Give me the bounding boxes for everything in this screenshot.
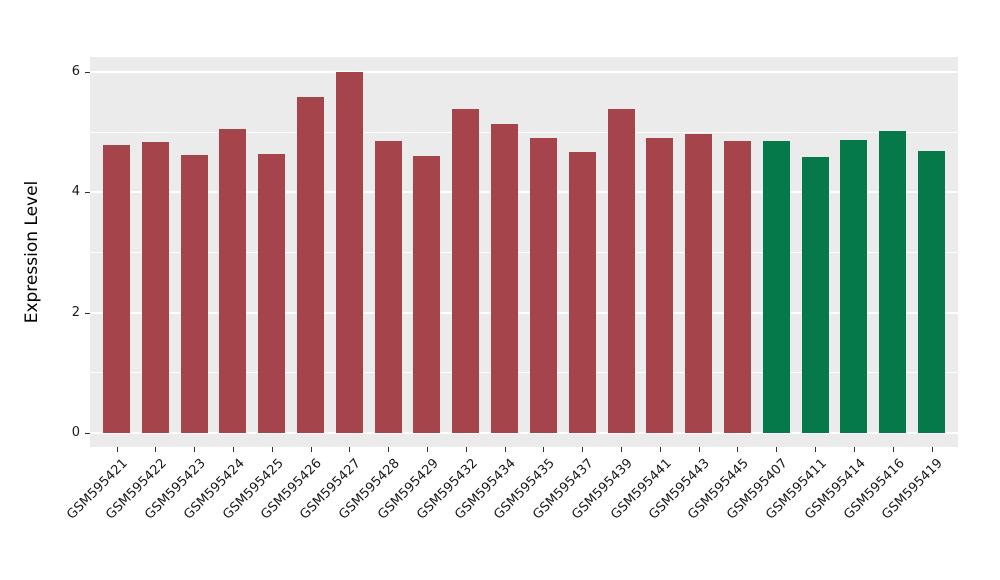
y-tick-mark-6	[85, 71, 90, 73]
gridline-y-2	[90, 311, 958, 314]
x-tick-mark-GSM595423	[194, 447, 196, 452]
x-tick-mark-GSM595428	[388, 447, 390, 452]
x-tick-mark-GSM595424	[232, 447, 234, 452]
bar-GSM595416	[879, 130, 907, 433]
y-axis-title: Expression Level	[22, 180, 42, 324]
bar-GSM595423	[180, 155, 208, 433]
y-tick-mark-0	[85, 433, 90, 434]
y-tick-label-4: 4	[71, 184, 80, 200]
bar-GSM595421	[103, 144, 130, 433]
bar-GSM595419	[918, 150, 945, 433]
bar-GSM595422	[141, 141, 169, 433]
x-tick-mark-GSM595427	[349, 447, 351, 452]
x-tick-mark-GSM595411	[815, 447, 817, 452]
gridline-y-4	[90, 191, 958, 194]
gridline-y-0	[90, 432, 958, 434]
x-tick-mark-GSM595429	[426, 447, 428, 452]
bar-GSM595443	[685, 133, 713, 433]
bar-GSM595426	[297, 97, 325, 433]
y-tick-label-6: 6	[71, 63, 80, 79]
gridline-y-6	[90, 70, 958, 73]
bar-GSM595441	[646, 138, 674, 433]
y-tick-label-0: 0	[71, 425, 80, 440]
x-tick-mark-GSM595422	[155, 447, 157, 452]
bar-GSM595439	[607, 109, 635, 433]
y-tick-mark-4	[85, 192, 90, 194]
x-tick-mark-GSM595435	[543, 447, 545, 452]
x-tick-mark-GSM595445	[737, 447, 739, 452]
plot-panel	[90, 57, 958, 447]
y-tick-label-2: 2	[71, 304, 80, 320]
bar-GSM595427	[335, 71, 363, 433]
bar-GSM595429	[413, 156, 441, 433]
x-tick-mark-GSM595434	[504, 447, 506, 452]
bar-GSM595435	[529, 138, 557, 433]
x-tick-mark-GSM595419	[931, 447, 933, 452]
bar-GSM595411	[801, 156, 829, 433]
y-tick-mark-2	[85, 312, 90, 314]
bar-GSM595425	[258, 153, 286, 433]
bar-GSM595445	[723, 141, 751, 433]
gridline-y-1	[90, 372, 958, 374]
bar-GSM595428	[374, 141, 402, 433]
gridline-y-3	[90, 252, 958, 253]
x-tick-mark-GSM595414	[853, 447, 855, 452]
x-tick-mark-GSM595425	[271, 447, 273, 452]
x-tick-mark-GSM595443	[698, 447, 700, 452]
x-tick-mark-GSM595432	[465, 447, 467, 452]
gridline-y-5	[90, 131, 958, 133]
x-tick-mark-GSM595426	[310, 447, 312, 452]
bar-GSM595414	[840, 139, 868, 433]
x-tick-mark-GSM595441	[659, 447, 661, 452]
x-tick-mark-GSM595421	[116, 447, 118, 452]
x-tick-mark-GSM595439	[621, 447, 623, 452]
x-tick-mark-GSM595407	[776, 447, 778, 452]
x-tick-mark-GSM595437	[582, 447, 584, 452]
bar-GSM595432	[452, 109, 480, 433]
x-tick-mark-GSM595416	[892, 447, 894, 452]
bar-GSM595434	[491, 124, 519, 433]
bar-GSM595407	[762, 141, 790, 433]
bar-GSM595424	[219, 129, 247, 433]
bar-GSM595437	[568, 152, 596, 433]
